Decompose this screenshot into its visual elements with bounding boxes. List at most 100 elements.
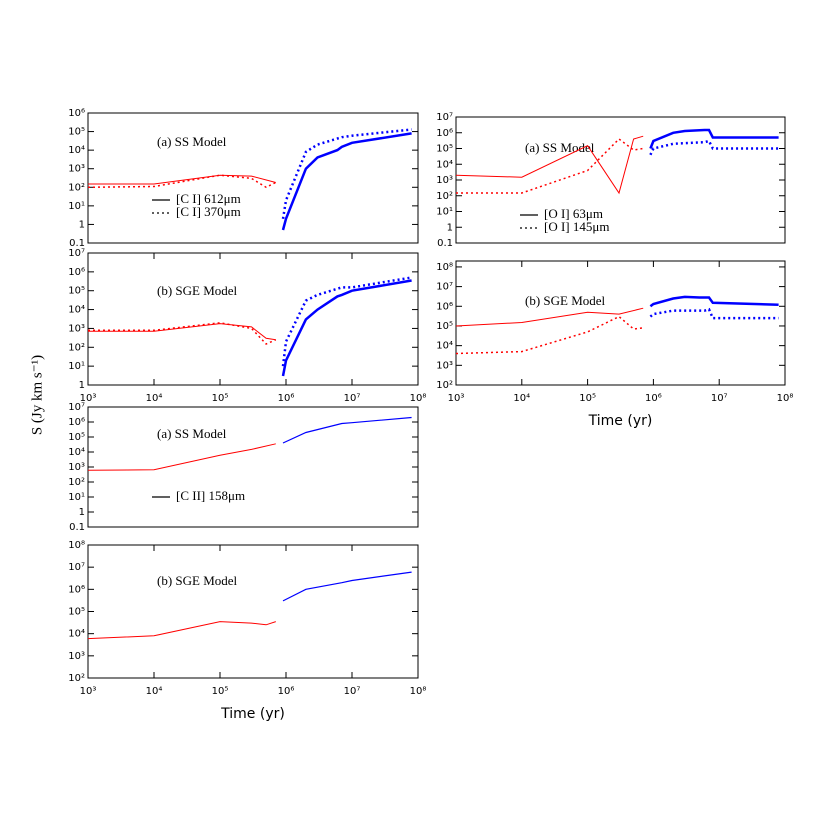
series-line	[281, 276, 412, 367]
y-tick-label: 10⁵	[68, 127, 85, 138]
series-line	[455, 315, 644, 355]
y-tick-label: 0.1	[437, 238, 453, 249]
y-tick-label: 10⁵	[436, 321, 453, 332]
y-tick-label: 10⁶	[436, 128, 453, 139]
y-tick-label: 10⁵	[68, 432, 85, 443]
y-tick-label: 10⁴	[68, 305, 85, 316]
series-line	[455, 307, 644, 327]
y-tick-label: 10²	[68, 673, 85, 684]
y-tick-label: 10⁴	[68, 629, 85, 640]
x-tick-label: 10⁶	[645, 393, 662, 404]
y-tick-label: 10²	[68, 342, 85, 353]
y-tick-label: 10²	[436, 191, 453, 202]
legend-label: [C II] 158μm	[176, 488, 245, 503]
series-line	[281, 128, 412, 220]
y-tick-label: 10³	[68, 651, 85, 662]
x-tick-label: 10⁸	[410, 686, 427, 697]
y-tick-label: 10⁶	[68, 267, 85, 278]
x-tick-label: 10³	[80, 686, 97, 697]
y-tick-label: 10³	[436, 175, 453, 186]
plot-frame	[87, 252, 419, 386]
x-tick-label: 10⁵	[212, 686, 229, 697]
x-tick-label: 10⁴	[513, 393, 530, 404]
series-line	[281, 279, 412, 377]
x-tick-label: 10⁸	[777, 393, 794, 404]
y-tick-label: 10⁴	[68, 447, 85, 458]
y-tick-label: 10³	[68, 462, 85, 473]
y-tick-label: 10¹	[68, 492, 85, 503]
series-line	[87, 174, 277, 189]
y-tick-label: 10⁷	[436, 282, 453, 293]
panel-label: (b) SGE Model	[525, 293, 606, 308]
plot-frame	[87, 112, 419, 244]
y-tick-label: 10⁴	[436, 341, 453, 352]
y-tick-label: 0.1	[69, 238, 85, 249]
panel-label: (b) SGE Model	[157, 573, 238, 588]
series-line	[88, 174, 276, 185]
legend-label: [C I] 370μm	[176, 204, 241, 219]
y-tick-label: 10²	[68, 477, 85, 488]
y-tick-label: 10⁶	[68, 417, 85, 428]
y-tick-label: 10⁴	[68, 145, 85, 156]
y-tick-label: 10³	[68, 323, 85, 334]
x-tick-label: 10⁶	[278, 686, 295, 697]
y-tick-label: 10⁵	[68, 286, 85, 297]
y-tick-label: 10²	[68, 182, 85, 193]
y-tick-label: 1	[447, 222, 453, 233]
y-tick-label: 10⁷	[68, 248, 85, 259]
y-tick-label: 10⁷	[68, 402, 85, 413]
legend-label: [C I] 612μm	[176, 191, 241, 206]
series-line	[455, 135, 644, 195]
y-tick-label: 10⁶	[68, 584, 85, 595]
series-line	[649, 307, 779, 320]
y-tick-label: 10⁶	[68, 108, 85, 119]
x-tick-label: 10³	[80, 393, 97, 404]
y-tick-label: 1	[79, 380, 85, 391]
y-tick-label: 10⁴	[436, 159, 453, 170]
x-axis-label: Time (yr)	[588, 413, 653, 429]
series-line	[282, 571, 412, 602]
series-line	[88, 323, 276, 341]
y-tick-label: 1	[79, 219, 85, 230]
series-line	[87, 621, 276, 640]
plot-frame	[87, 544, 419, 679]
series-line	[88, 322, 277, 345]
y-tick-label: 10⁶	[436, 301, 453, 312]
y-tick-label: 10⁷	[68, 562, 85, 573]
series-line	[282, 416, 412, 444]
plot-frame	[455, 116, 786, 244]
panel-label: (b) SGE Model	[157, 283, 238, 298]
plot-frame	[455, 260, 786, 386]
series-line	[281, 132, 412, 231]
panel-label: (a) SS Model	[157, 426, 227, 441]
y-tick-label: 10⁵	[436, 144, 453, 155]
y-tick-label: 10¹	[68, 201, 85, 212]
y-tick-label: 10¹	[68, 361, 85, 372]
x-tick-label: 10⁸	[410, 393, 427, 404]
panel-label: (a) SS Model	[525, 140, 595, 155]
x-axis-label: Time (yr)	[220, 706, 285, 722]
y-tick-label: 0.1	[69, 522, 85, 533]
x-tick-label: 10⁵	[212, 393, 229, 404]
x-tick-label: 10⁴	[146, 393, 163, 404]
series-line	[649, 295, 779, 308]
y-axis-label: S (Jy km s⁻¹)	[29, 355, 45, 435]
x-tick-label: 10⁷	[711, 393, 728, 404]
y-tick-label: 10³	[68, 164, 85, 175]
y-tick-label: 10⁸	[68, 540, 85, 551]
x-tick-label: 10⁴	[146, 686, 163, 697]
series-line	[87, 443, 276, 471]
x-tick-label: 10⁷	[344, 686, 361, 697]
x-tick-label: 10⁷	[344, 393, 361, 404]
series-line	[649, 128, 779, 149]
y-tick-label: 10⁵	[68, 607, 85, 618]
x-tick-label: 10⁵	[579, 393, 596, 404]
y-tick-label: 1	[79, 507, 85, 518]
y-tick-label: 10¹	[436, 207, 453, 218]
y-tick-label: 10⁷	[436, 112, 453, 123]
plot-frame	[87, 406, 419, 528]
legend-label: [O I] 63μm	[544, 206, 603, 221]
y-tick-label: 10²	[436, 380, 453, 391]
